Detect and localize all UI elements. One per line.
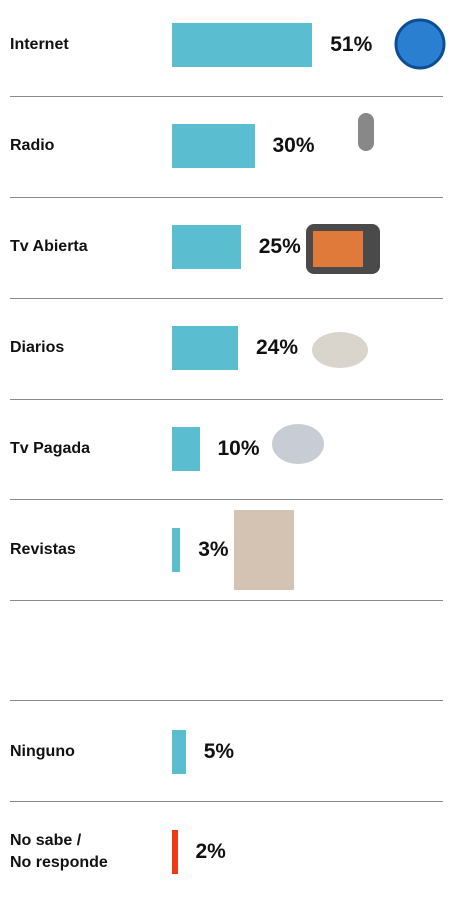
category-label: Internet bbox=[10, 36, 69, 53]
bar bbox=[172, 528, 181, 572]
bar bbox=[172, 225, 241, 269]
separator bbox=[10, 801, 443, 802]
radio-icon bbox=[358, 113, 374, 151]
bar bbox=[172, 124, 255, 168]
category-label: Tv Pagada bbox=[10, 440, 91, 457]
separator bbox=[10, 499, 443, 500]
bar bbox=[172, 427, 200, 471]
separator bbox=[10, 399, 443, 400]
category-label: Tv Abierta bbox=[10, 238, 88, 255]
bar bbox=[172, 23, 313, 67]
tv-screen bbox=[313, 231, 363, 267]
value-label: 51% bbox=[330, 33, 373, 56]
satellite-icon bbox=[272, 424, 324, 464]
separator bbox=[10, 96, 443, 97]
value-label: 5% bbox=[203, 740, 235, 763]
value-label: 2% bbox=[195, 840, 226, 863]
bar bbox=[172, 730, 186, 774]
bar bbox=[172, 830, 178, 874]
category-label: Ninguno bbox=[10, 743, 75, 760]
value-label: 24% bbox=[256, 336, 299, 359]
newspaper-icon bbox=[312, 332, 368, 368]
category-label: Revistas bbox=[10, 541, 76, 558]
separator bbox=[10, 700, 443, 701]
value-label: 25% bbox=[258, 235, 301, 258]
separator bbox=[10, 600, 443, 601]
value-label: 3% bbox=[198, 538, 229, 561]
category-label: Diarios bbox=[10, 339, 65, 356]
magazines-icon bbox=[234, 510, 294, 590]
value-label: 30% bbox=[272, 134, 315, 157]
category-label: Radio bbox=[10, 137, 55, 154]
category-label: No sabe / No responde bbox=[10, 832, 108, 871]
value-label: 10% bbox=[217, 437, 260, 460]
separator bbox=[10, 298, 443, 299]
internet-icon bbox=[394, 18, 446, 70]
separator bbox=[10, 197, 443, 198]
bar bbox=[172, 326, 238, 370]
